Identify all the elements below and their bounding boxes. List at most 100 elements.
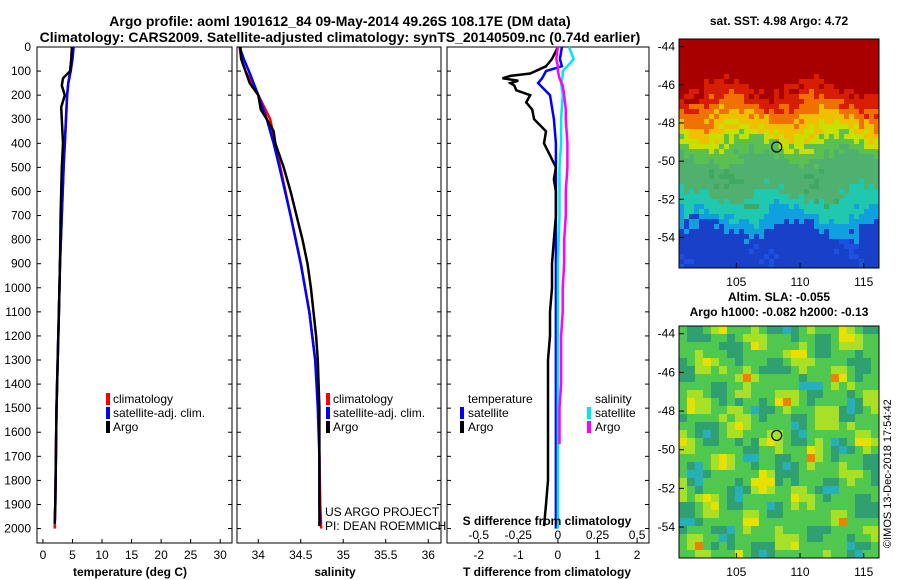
heatmap-cell <box>769 109 774 114</box>
heatmap-cell <box>814 44 819 49</box>
heatmap-cell <box>823 334 831 342</box>
heatmap-cell <box>743 478 751 486</box>
heatmap-cell <box>714 239 719 244</box>
heatmap-cell <box>859 194 864 199</box>
heatmap-cell <box>804 94 809 99</box>
heatmap-cell <box>751 358 759 366</box>
heatmap-cell <box>819 169 824 174</box>
heatmap-cell <box>779 179 784 184</box>
heatmap-cell <box>854 174 859 179</box>
heatmap-cell <box>859 254 864 259</box>
heatmap-cell <box>764 59 769 64</box>
heatmap-cell <box>714 174 719 179</box>
heatmap-cell <box>823 398 831 406</box>
heatmap-cell <box>769 189 774 194</box>
heatmap-cell <box>839 334 847 342</box>
heatmap-cell <box>714 59 719 64</box>
lat-tick-label: -54 <box>658 230 676 244</box>
heatmap-cell <box>839 44 844 49</box>
heatmap-cell <box>694 199 699 204</box>
heatmap-cell <box>869 249 874 254</box>
heatmap-cell <box>819 134 824 139</box>
heatmap-cell <box>699 109 704 114</box>
heatmap-cell <box>814 169 819 174</box>
heatmap-cell <box>864 204 869 209</box>
heatmap-cell <box>824 214 829 219</box>
heatmap-cell <box>804 69 809 74</box>
heatmap-cell <box>831 374 839 382</box>
heatmap-cell <box>774 204 779 209</box>
heatmap-cell <box>824 109 829 114</box>
series-line-climatology <box>53 46 74 529</box>
heatmap-cell <box>864 44 869 49</box>
heatmap-cell <box>789 264 794 268</box>
heatmap-cell <box>799 189 804 194</box>
heatmap-cell <box>863 334 871 342</box>
heatmap-cell <box>714 244 719 249</box>
heatmap-cell <box>864 144 869 149</box>
temperature-xlabel: temperature (deg C) <box>73 565 187 579</box>
heatmap-cell <box>684 224 689 229</box>
x-tick-label: 35.5 <box>374 548 398 562</box>
legend-label-t-satellite: satellite <box>468 406 509 420</box>
heatmap-cell <box>807 454 815 462</box>
heatmap-cell <box>769 184 774 189</box>
heatmap-cell <box>779 124 784 129</box>
heatmap-cell <box>809 239 814 244</box>
heatmap-cell <box>684 44 689 49</box>
heatmap-cell <box>684 69 689 74</box>
heatmap-cell <box>783 534 791 542</box>
heatmap-cell <box>714 264 719 268</box>
heatmap-cell <box>759 326 767 334</box>
heatmap-cell <box>689 209 694 214</box>
heatmap-cell <box>743 502 751 510</box>
heatmap-cell <box>739 239 744 244</box>
heatmap-cell <box>839 164 844 169</box>
heatmap-cell <box>849 239 854 244</box>
heatmap-cell <box>769 244 774 249</box>
heatmap-cell <box>759 109 764 114</box>
heatmap-cell <box>689 234 694 239</box>
heatmap-cell <box>799 326 807 334</box>
heatmap-cell <box>784 104 789 109</box>
heatmap-cell <box>824 179 829 184</box>
heatmap-cell <box>774 194 779 199</box>
heatmap-cell <box>754 264 759 268</box>
heatmap-cell <box>739 139 744 144</box>
heatmap-cell <box>714 64 719 69</box>
heatmap-cell <box>734 124 739 129</box>
heatmap-cell <box>839 144 844 149</box>
heatmap-cell <box>704 84 709 89</box>
heatmap-cell <box>831 478 839 486</box>
heatmap-cell <box>714 44 719 49</box>
heatmap-cell <box>689 139 694 144</box>
heatmap-cell <box>767 342 775 350</box>
heatmap-cell <box>734 114 739 119</box>
heatmap-cell <box>854 189 859 194</box>
heatmap-cell <box>834 64 839 69</box>
heatmap-cell <box>799 534 807 542</box>
heatmap-cell <box>734 74 739 79</box>
heatmap-cell <box>804 179 809 184</box>
heatmap-cell <box>824 184 829 189</box>
timestamp: ©IMOS 13-Dec-2018 17:54:42 <box>882 399 894 548</box>
heatmap-cell <box>734 214 739 219</box>
heatmap-cell <box>754 239 759 244</box>
heatmap-cell <box>719 239 724 244</box>
heatmap-cell <box>734 164 739 169</box>
heatmap-cell <box>783 446 791 454</box>
heatmap-cell <box>727 486 735 494</box>
heatmap-cell <box>719 350 727 358</box>
heatmap-cell <box>764 64 769 69</box>
heatmap-cell <box>679 264 684 268</box>
heatmap-cell <box>699 119 704 124</box>
s-difference-x-axis: -0.5 -0.25 0 0.25 0.5 <box>468 528 645 542</box>
heatmap-cell <box>709 164 714 169</box>
heatmap-cell <box>687 342 695 350</box>
heatmap-cell <box>709 224 714 229</box>
sla-heatmap <box>679 326 879 558</box>
heatmap-cell <box>789 39 794 44</box>
heatmap-cell <box>847 478 855 486</box>
heatmap-cell <box>754 134 759 139</box>
heatmap-cell <box>799 199 804 204</box>
